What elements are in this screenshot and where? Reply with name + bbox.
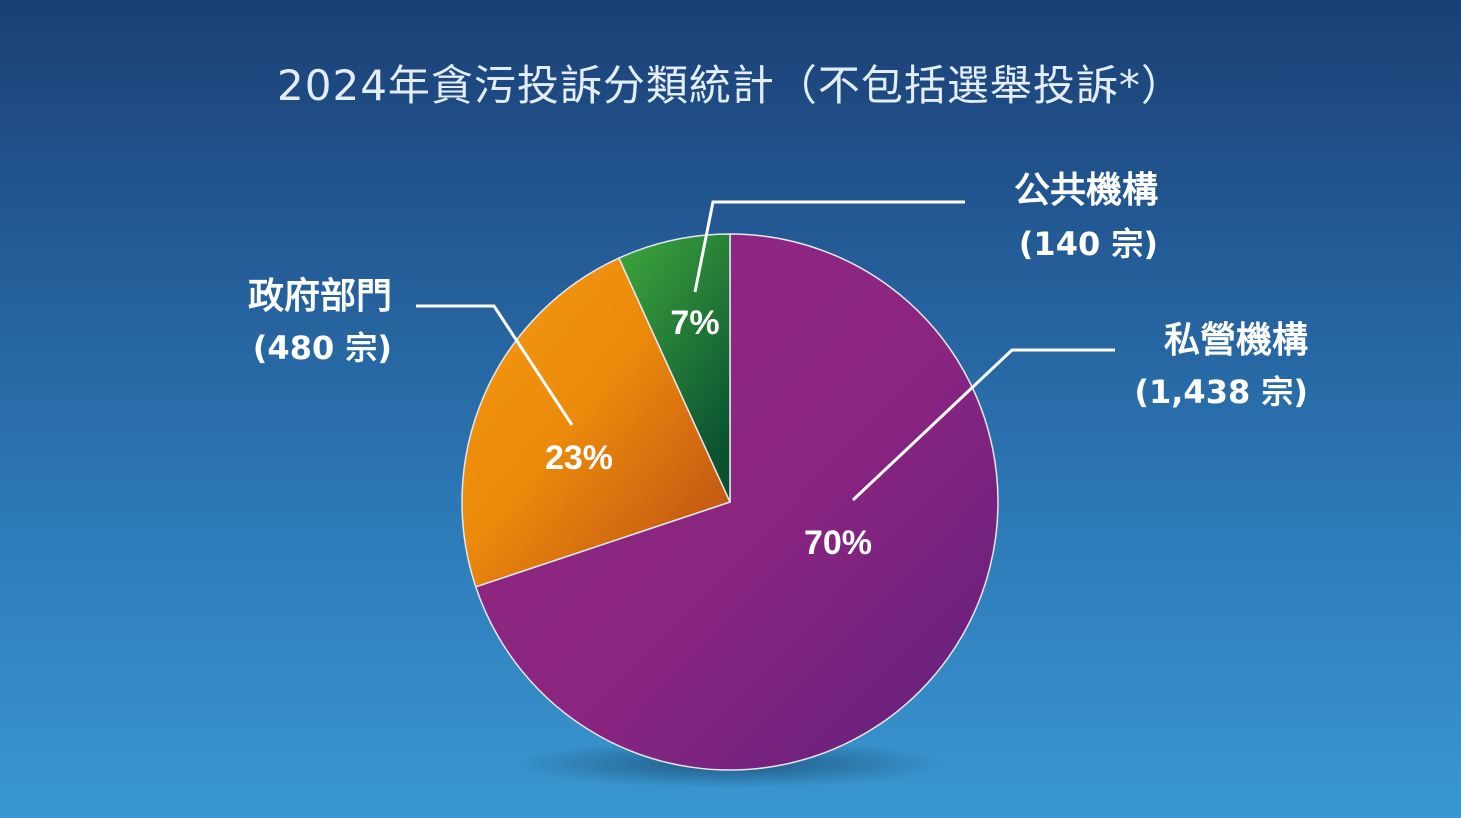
pie-slice-public — [617, 233, 731, 503]
category-name-government: 政府部門 — [248, 275, 392, 317]
pie-slice-government — [461, 257, 732, 588]
pie-slice-private — [474, 233, 999, 771]
category-name-public: 公共機構 — [1014, 170, 1158, 211]
leader-line-private — [851, 348, 1115, 502]
leader-line-public — [693, 200, 965, 293]
percent-label-public: 7% — [670, 304, 719, 342]
percent-label-government: 23% — [545, 439, 613, 477]
percent-label-private: 70% — [804, 524, 872, 562]
chart-title: 2024年貪污投訴分類統計（不包括選舉投訴*） — [277, 61, 1184, 110]
category-count-public: (140 宗) — [1019, 225, 1158, 263]
leader-line-government — [416, 304, 574, 426]
category-count-private: (1,438 宗) — [1134, 373, 1308, 411]
category-count-government: (480 宗) — [253, 329, 392, 367]
category-name-private: 私營機構 — [1164, 320, 1308, 361]
